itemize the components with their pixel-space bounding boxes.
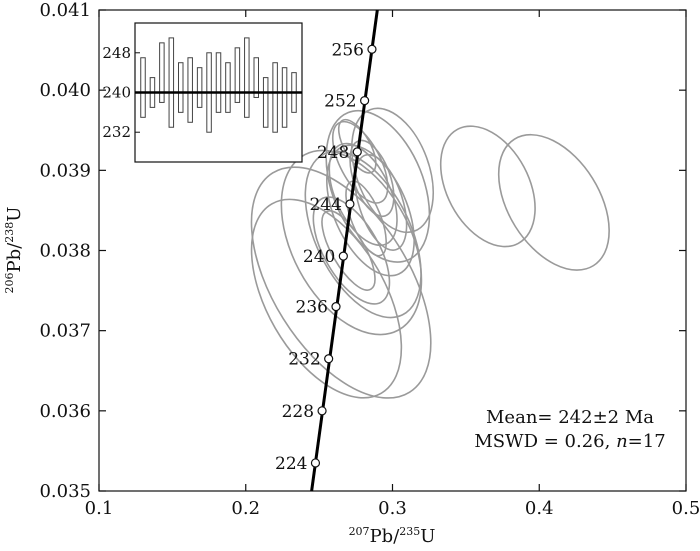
error-ellipse (354, 153, 408, 251)
error-ellipse (439, 125, 536, 248)
age-label: 228 (282, 402, 314, 422)
x-tick-label: 0.2 (231, 498, 260, 519)
inset-age-bar (196, 67, 203, 108)
y-axis-label-main1: Pb/ (4, 242, 25, 273)
concordia-curve: 224 228 232 236 240 244 248 252 256 (275, 9, 379, 492)
age-marker (360, 95, 370, 106)
y-tick-label: 0.035 (39, 481, 91, 502)
y-axis-label-sup2: 238 (3, 222, 16, 243)
error-ellipse (250, 198, 403, 399)
age-marker (338, 251, 348, 261)
x-axis-label-main2: U (420, 526, 435, 547)
inset-age-bar (159, 42, 165, 103)
age-label: 224 (275, 454, 307, 474)
n-value: =17 (628, 431, 666, 452)
inset-tick-label: 232 (102, 123, 131, 141)
inset-age-bar (225, 62, 231, 113)
inset-age-bar (272, 62, 278, 133)
error-ellipses (250, 107, 610, 399)
age-marker (324, 354, 334, 364)
age-label: 256 (332, 40, 364, 60)
y-tick-label: 0.041 (39, 0, 91, 21)
y-axis-label: 206Pb/238U (3, 207, 25, 294)
y-tick-label: 0.040 (39, 80, 91, 101)
age-label: 248 (317, 143, 349, 163)
error-ellipse (326, 144, 415, 277)
age-marker (331, 302, 341, 312)
inset-tick-label: 248 (102, 44, 131, 62)
age-marker (352, 147, 362, 157)
error-ellipse (350, 107, 435, 234)
x-axis-ticks: 0.1 0.2 0.3 0.4 0.5 (85, 10, 700, 519)
y-tick-label: 0.037 (39, 321, 91, 342)
inset-age-bar (281, 67, 288, 128)
x-axis-label-sup1: 207 (349, 525, 370, 538)
x-tick-label: 0.5 (672, 498, 700, 519)
inset-age-bar (187, 57, 193, 123)
y-tick-label: 0.036 (39, 401, 91, 422)
x-axis-label-sup2: 235 (399, 525, 420, 538)
inset-age-bar (178, 62, 184, 113)
y-axis-ticks: 0.035 0.036 0.037 0.038 0.039 0.040 0.041 (39, 0, 686, 502)
age-label: 240 (303, 247, 335, 267)
inset-age-bar (140, 57, 146, 118)
x-tick-label: 0.1 (85, 498, 114, 519)
mswd-annotation: MSWD = 0.26, n=17 (474, 431, 665, 452)
x-tick-label: 0.4 (525, 498, 554, 519)
n-italic: n (616, 431, 628, 452)
inset-age-bar (244, 37, 250, 118)
inset-age-bar (262, 77, 269, 128)
inset-age-bar (234, 47, 241, 103)
error-ellipse (337, 118, 377, 174)
y-tick-label: 0.038 (39, 241, 91, 262)
inset-age-bar (215, 52, 222, 113)
inset-age-bar (253, 57, 259, 98)
error-ellipse (345, 180, 387, 257)
error-ellipse (325, 109, 431, 263)
y-axis-label-sup1: 206 (3, 272, 16, 293)
x-axis-label-main1: Pb/ (370, 526, 401, 547)
age-inset: 248 240 232 (102, 22, 303, 163)
inset-tick-label: 240 (102, 84, 131, 102)
error-ellipse (250, 166, 432, 399)
mean-annotation: Mean= 242±2 Ma (486, 407, 654, 428)
x-tick-label: 0.3 (378, 498, 407, 519)
y-tick-label: 0.039 (39, 160, 91, 181)
error-ellipse (497, 133, 610, 271)
age-marker (310, 458, 321, 468)
x-axis-label: 207Pb/235U (349, 525, 436, 547)
age-marker (345, 199, 355, 209)
age-label: 244 (309, 195, 341, 215)
inset-age-bar (168, 37, 175, 128)
y-axis-label-main2: U (4, 207, 25, 222)
mswd-text: MSWD = 0.26, (474, 431, 616, 452)
age-label: 252 (324, 92, 356, 112)
age-label: 236 (296, 298, 328, 318)
age-marker (367, 44, 377, 54)
error-ellipse (312, 196, 391, 305)
error-ellipse (280, 149, 423, 336)
age-marker (317, 406, 327, 416)
age-label: 232 (288, 350, 320, 370)
